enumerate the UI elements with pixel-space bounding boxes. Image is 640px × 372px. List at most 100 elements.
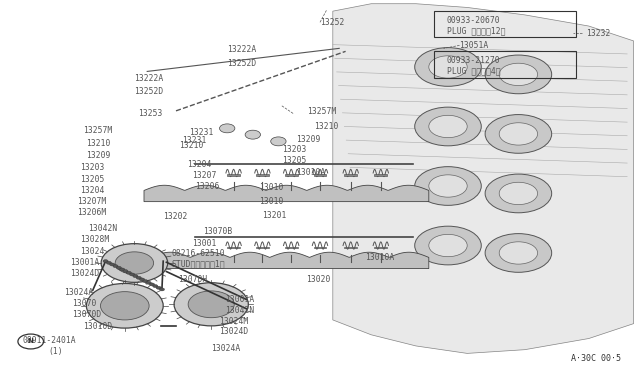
- Circle shape: [429, 234, 467, 257]
- Text: 13001A: 13001A: [225, 295, 255, 304]
- Text: 13232: 13232: [586, 29, 610, 38]
- Text: 13252D: 13252D: [227, 59, 257, 68]
- Circle shape: [415, 107, 481, 146]
- Circle shape: [113, 264, 118, 267]
- Text: 00933-20670: 00933-20670: [447, 16, 500, 25]
- Text: 13070B: 13070B: [204, 227, 233, 236]
- Text: STUDスタッド（1）: STUDスタッド（1）: [172, 259, 225, 268]
- Text: 13204: 13204: [80, 186, 104, 195]
- Circle shape: [499, 242, 538, 264]
- Circle shape: [485, 174, 552, 213]
- Polygon shape: [333, 4, 634, 353]
- Circle shape: [245, 130, 260, 139]
- Bar: [434, 11, 576, 37]
- Text: PLUG プラグ（4）: PLUG プラグ（4）: [447, 66, 500, 75]
- Circle shape: [429, 115, 467, 138]
- Circle shape: [140, 278, 145, 281]
- Circle shape: [485, 234, 552, 272]
- Text: 13051A: 13051A: [460, 41, 489, 50]
- Bar: [344, 247, 357, 248]
- Text: 13205: 13205: [80, 175, 104, 184]
- Bar: [227, 247, 240, 248]
- Text: 13042N: 13042N: [88, 224, 118, 233]
- Text: 13020: 13020: [306, 275, 330, 284]
- Text: 13070H: 13070H: [178, 275, 207, 284]
- Text: 13024D: 13024D: [70, 269, 100, 278]
- Circle shape: [156, 286, 161, 289]
- Text: 13024A: 13024A: [211, 344, 241, 353]
- Bar: [314, 247, 326, 248]
- Text: 13024M: 13024M: [219, 317, 248, 326]
- Text: 13070D: 13070D: [72, 310, 101, 319]
- Text: 13205: 13205: [282, 156, 306, 165]
- Bar: [285, 174, 298, 176]
- Text: 13010A: 13010A: [296, 169, 325, 177]
- Text: 13001A: 13001A: [70, 258, 100, 267]
- Text: 13252: 13252: [320, 18, 344, 27]
- Circle shape: [101, 244, 168, 282]
- Circle shape: [159, 288, 164, 291]
- Text: PLUG プラグ（12）: PLUG プラグ（12）: [447, 26, 505, 35]
- Bar: [374, 247, 387, 248]
- Circle shape: [146, 281, 151, 284]
- Text: 13010: 13010: [259, 197, 284, 206]
- Text: 00933-21270: 00933-21270: [447, 56, 500, 65]
- Circle shape: [271, 137, 286, 146]
- Bar: [374, 174, 387, 176]
- Text: A·30C 00·5: A·30C 00·5: [571, 354, 621, 363]
- Text: 13257M: 13257M: [307, 107, 337, 116]
- Bar: [256, 174, 269, 176]
- Text: 13209: 13209: [296, 135, 320, 144]
- Text: 13252D: 13252D: [134, 87, 164, 96]
- Text: 13201: 13201: [262, 211, 287, 219]
- Circle shape: [220, 124, 235, 133]
- Bar: [227, 174, 240, 176]
- Circle shape: [415, 167, 481, 205]
- Circle shape: [153, 285, 158, 288]
- Text: 13206: 13206: [195, 182, 220, 191]
- Text: (1): (1): [48, 347, 63, 356]
- Text: 13010D: 13010D: [83, 322, 113, 331]
- Circle shape: [115, 252, 154, 274]
- Text: 13210: 13210: [314, 122, 338, 131]
- Circle shape: [429, 56, 467, 78]
- Bar: [256, 247, 269, 248]
- Circle shape: [143, 280, 148, 283]
- Text: 13206M: 13206M: [77, 208, 106, 217]
- Text: 13024A: 13024A: [64, 288, 93, 296]
- Circle shape: [499, 182, 538, 205]
- Text: 13010A: 13010A: [365, 253, 394, 262]
- Circle shape: [485, 55, 552, 94]
- Circle shape: [123, 270, 128, 273]
- Circle shape: [103, 260, 108, 263]
- Circle shape: [120, 268, 125, 271]
- Text: 13222A: 13222A: [227, 45, 257, 54]
- Text: 13209: 13209: [86, 151, 111, 160]
- Text: 13203: 13203: [282, 145, 306, 154]
- Text: 13024: 13024: [80, 247, 104, 256]
- Circle shape: [149, 283, 154, 286]
- Circle shape: [129, 273, 134, 276]
- Text: 13070: 13070: [72, 299, 96, 308]
- Text: 13231: 13231: [182, 136, 207, 145]
- Circle shape: [415, 226, 481, 265]
- Circle shape: [86, 283, 163, 328]
- Text: 13042N: 13042N: [225, 306, 255, 315]
- Text: 13001: 13001: [192, 239, 216, 248]
- Text: 13222A: 13222A: [134, 74, 164, 83]
- Bar: [285, 247, 298, 248]
- Circle shape: [485, 115, 552, 153]
- Text: N: N: [28, 339, 34, 344]
- Circle shape: [188, 291, 234, 318]
- Circle shape: [136, 276, 141, 279]
- Text: 13028M: 13028M: [80, 235, 109, 244]
- Circle shape: [174, 283, 248, 326]
- Circle shape: [499, 123, 538, 145]
- Circle shape: [499, 63, 538, 86]
- Text: 13010: 13010: [259, 183, 284, 192]
- Bar: [434, 51, 576, 78]
- Text: 13203: 13203: [80, 163, 104, 172]
- Text: 13204: 13204: [187, 160, 211, 169]
- Text: 13210: 13210: [86, 139, 111, 148]
- Circle shape: [100, 292, 149, 320]
